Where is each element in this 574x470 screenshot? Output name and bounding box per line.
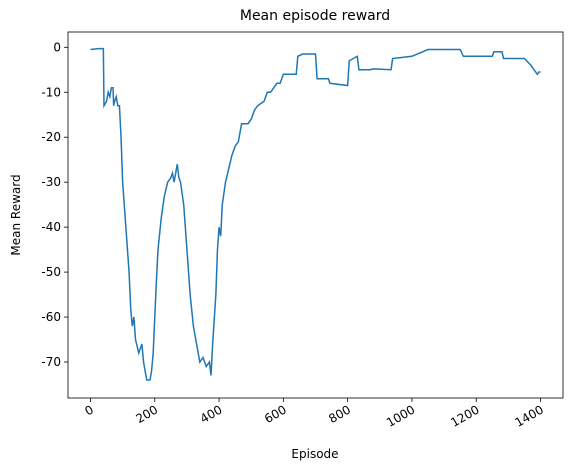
y-tick-label: -40: [41, 220, 61, 234]
axes-frame: [67, 31, 564, 399]
x-tick-label: 400: [198, 402, 225, 426]
x-tick-label: 200: [133, 402, 160, 426]
y-tick-label: -50: [41, 265, 61, 279]
y-tick-label: -70: [41, 355, 61, 369]
x-tick-label: 0: [82, 402, 96, 418]
y-tick-label: -60: [41, 310, 61, 324]
y-axis-label: Mean Reward: [9, 174, 23, 255]
y-tick-label: -30: [41, 175, 61, 189]
y-tick-label: -20: [41, 130, 61, 144]
x-tick-label: 1200: [448, 402, 481, 429]
line: [90, 47, 541, 381]
x-tick-label: 1400: [513, 402, 546, 429]
y-tick-label: -10: [41, 85, 61, 99]
x-axis-label: Episode: [291, 447, 338, 461]
x-tick-label: 600: [262, 402, 289, 426]
x-tick-label: 800: [326, 402, 353, 426]
y-tick-label: 0: [53, 40, 61, 54]
x-tick-label: 1000: [384, 402, 417, 429]
chart-title: Mean episode reward: [240, 8, 390, 24]
